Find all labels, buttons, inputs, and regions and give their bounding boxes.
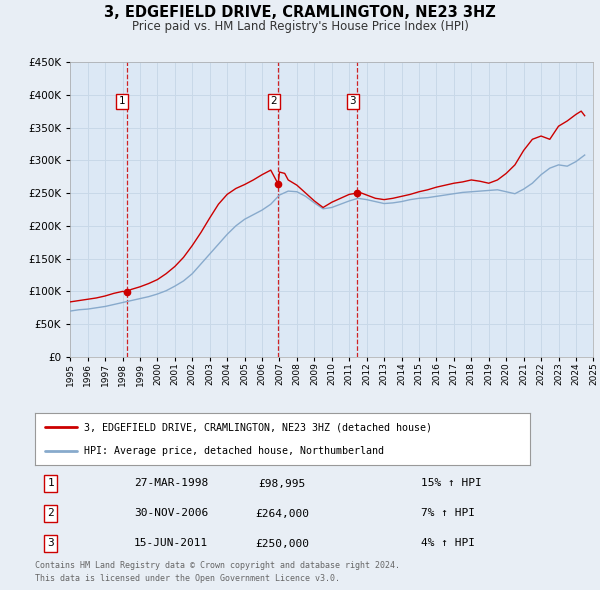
Text: HPI: Average price, detached house, Northumberland: HPI: Average price, detached house, Nort… xyxy=(85,446,385,456)
Text: 30-NOV-2006: 30-NOV-2006 xyxy=(134,509,208,519)
Text: 3: 3 xyxy=(350,96,356,106)
Text: 4% ↑ HPI: 4% ↑ HPI xyxy=(421,539,475,549)
Text: £250,000: £250,000 xyxy=(255,539,310,549)
Text: 15-JUN-2011: 15-JUN-2011 xyxy=(134,539,208,549)
Text: 2: 2 xyxy=(47,509,54,519)
Text: 2: 2 xyxy=(271,96,277,106)
Text: 3, EDGEFIELD DRIVE, CRAMLINGTON, NE23 3HZ (detached house): 3, EDGEFIELD DRIVE, CRAMLINGTON, NE23 3H… xyxy=(85,422,432,432)
Text: 1: 1 xyxy=(119,96,125,106)
Text: £98,995: £98,995 xyxy=(259,478,306,489)
Text: 15% ↑ HPI: 15% ↑ HPI xyxy=(421,478,482,489)
Text: Price paid vs. HM Land Registry's House Price Index (HPI): Price paid vs. HM Land Registry's House … xyxy=(131,20,469,33)
Text: 1: 1 xyxy=(47,478,54,489)
Text: 3, EDGEFIELD DRIVE, CRAMLINGTON, NE23 3HZ: 3, EDGEFIELD DRIVE, CRAMLINGTON, NE23 3H… xyxy=(104,5,496,19)
Text: 3: 3 xyxy=(47,539,54,549)
Text: 7% ↑ HPI: 7% ↑ HPI xyxy=(421,509,475,519)
Text: Contains HM Land Registry data © Crown copyright and database right 2024.
This d: Contains HM Land Registry data © Crown c… xyxy=(35,562,400,583)
Text: £264,000: £264,000 xyxy=(255,509,310,519)
Text: 27-MAR-1998: 27-MAR-1998 xyxy=(134,478,208,489)
